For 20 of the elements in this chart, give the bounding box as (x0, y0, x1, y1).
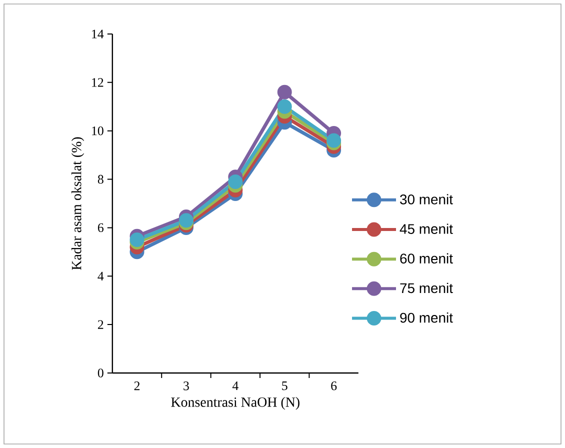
legend-label: 45 menit (400, 224, 453, 234)
y-tick-label: 6 (98, 223, 104, 232)
y-tick-label: 14 (92, 30, 104, 38)
y-tick-label: 4 (98, 272, 104, 280)
y-tick-label: 12 (92, 78, 104, 87)
x-tick-label: 6 (331, 382, 337, 390)
x-tick-label: 4 (232, 382, 238, 390)
x-tick-label: 2 (134, 382, 140, 390)
y-tick-label: 10 (92, 126, 104, 136)
x-axis-title: Konsentrasi NaOH (N) (171, 397, 300, 410)
y-tick-label: 0 (98, 368, 104, 378)
y-axis-title: Kadar asam oksalat (%) (71, 137, 84, 270)
legend-label: 75 menit (400, 282, 453, 294)
legend-label: 60 menit (400, 253, 453, 264)
x-tick-label: 5 (282, 382, 288, 390)
y-tick-label: 8 (98, 174, 104, 184)
x-tick-label: 3 (184, 382, 189, 390)
y-tick-label: 2 (98, 320, 104, 329)
legend-label: 30 menit (400, 194, 453, 204)
legend-label: 90 menit (400, 312, 453, 323)
